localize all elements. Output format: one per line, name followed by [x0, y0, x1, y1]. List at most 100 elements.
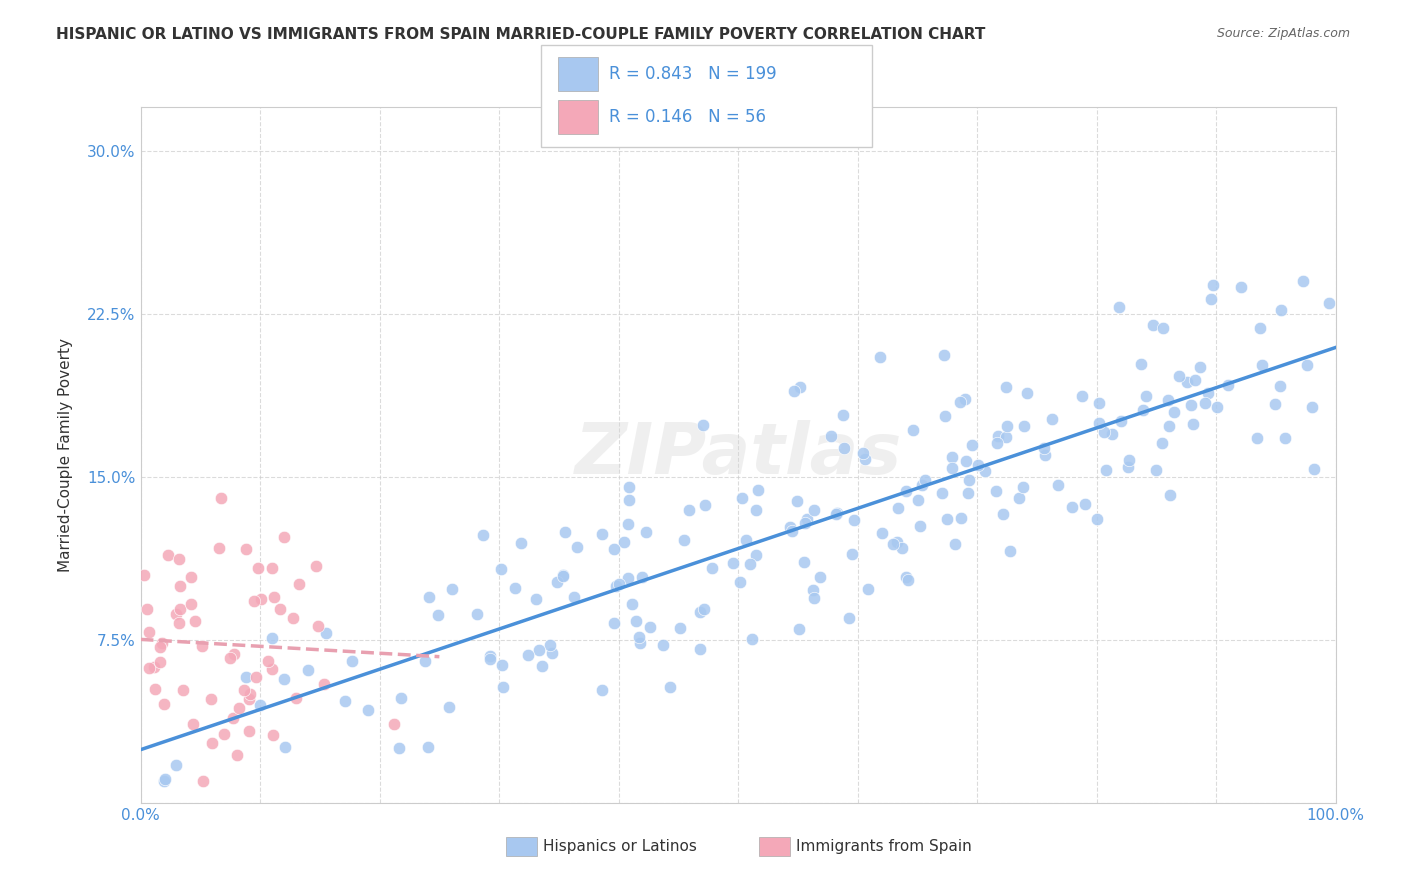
Point	[744, 503, 766, 517]
Point	[783, 384, 806, 398]
Point	[257, 654, 280, 668]
Point	[1060, 500, 1083, 514]
Point	[1108, 300, 1130, 314]
Point	[852, 446, 875, 460]
Point	[201, 736, 224, 750]
Point	[1101, 426, 1123, 441]
Point	[169, 601, 191, 615]
Point	[832, 408, 855, 422]
Point	[1181, 417, 1204, 431]
Point	[1194, 396, 1216, 410]
Y-axis label: Married-Couple Family Poverty: Married-Couple Family Poverty	[59, 338, 73, 572]
Point	[907, 493, 929, 508]
Point	[478, 651, 501, 665]
Point	[994, 430, 1017, 444]
Point	[262, 561, 284, 575]
Point	[245, 670, 267, 684]
Point	[1199, 293, 1222, 307]
Point	[465, 607, 488, 622]
Point	[967, 458, 990, 472]
Point	[1180, 398, 1202, 412]
Point	[333, 694, 356, 708]
Point	[651, 638, 673, 652]
Point	[678, 503, 700, 517]
Point	[149, 655, 172, 669]
Point	[658, 680, 681, 694]
Point	[540, 646, 562, 660]
Point	[747, 483, 769, 497]
Point	[134, 567, 156, 582]
Point	[263, 590, 285, 604]
Point	[803, 503, 825, 517]
Point	[382, 716, 405, 731]
Point	[1116, 459, 1139, 474]
Point	[152, 774, 174, 789]
Point	[890, 541, 912, 555]
Point	[603, 616, 626, 631]
Point	[950, 510, 973, 524]
Point	[212, 727, 235, 741]
Point	[284, 691, 307, 706]
Point	[934, 348, 956, 362]
Point	[794, 516, 817, 530]
Point	[1202, 277, 1225, 292]
Point	[180, 597, 202, 611]
Point	[1249, 320, 1271, 334]
Point	[624, 614, 647, 628]
Point	[949, 395, 972, 409]
Point	[1129, 357, 1152, 371]
Point	[138, 624, 160, 639]
Point	[243, 594, 266, 608]
Point	[538, 638, 561, 652]
Point	[894, 483, 917, 498]
Point	[262, 728, 284, 742]
Point	[955, 453, 977, 467]
Point	[1250, 358, 1272, 372]
Point	[503, 581, 526, 595]
Point	[1197, 386, 1219, 401]
Point	[786, 494, 808, 508]
Point	[956, 485, 979, 500]
Point	[517, 648, 540, 663]
Point	[238, 723, 260, 738]
Point	[1088, 396, 1111, 410]
Point	[941, 450, 963, 464]
Point	[689, 641, 711, 656]
Point	[1206, 400, 1229, 414]
Text: ZIPatlas: ZIPatlas	[575, 420, 901, 490]
Point	[143, 682, 166, 697]
Point	[801, 582, 824, 597]
Point	[1047, 478, 1070, 492]
Point	[1132, 402, 1154, 417]
Point	[636, 524, 658, 539]
Point	[882, 537, 904, 551]
Point	[934, 409, 956, 423]
Point	[239, 687, 262, 701]
Point	[167, 616, 190, 631]
Point	[607, 577, 630, 591]
Point	[249, 698, 271, 712]
Point	[808, 570, 831, 584]
Point	[1142, 318, 1164, 332]
Point	[695, 498, 717, 512]
Point	[357, 703, 380, 717]
Point	[741, 632, 763, 647]
Point	[149, 640, 172, 654]
Point	[1095, 463, 1118, 477]
Point	[235, 541, 257, 556]
Point	[283, 611, 305, 625]
Point	[1189, 360, 1212, 375]
Point	[738, 557, 761, 571]
Point	[165, 607, 187, 621]
Point	[315, 626, 337, 640]
Point	[492, 680, 515, 694]
Point	[1268, 379, 1291, 393]
Point	[297, 663, 319, 677]
Point	[260, 662, 283, 676]
Point	[235, 670, 257, 684]
Point	[628, 635, 651, 649]
Point	[914, 473, 936, 487]
Point	[869, 350, 891, 364]
Point	[617, 571, 640, 585]
Point	[491, 657, 513, 672]
